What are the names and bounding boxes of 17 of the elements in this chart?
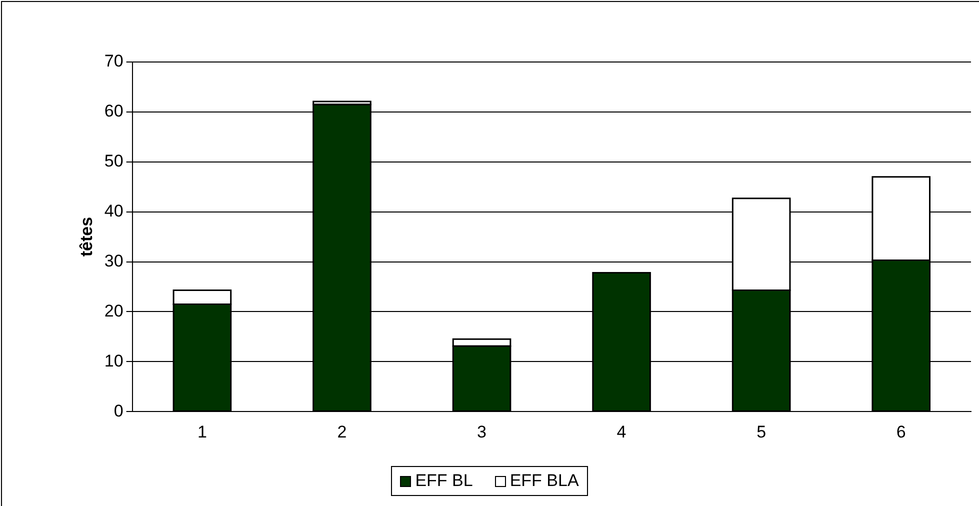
x-tick-label: 1 xyxy=(197,422,207,442)
y-tick-label: 50 xyxy=(104,152,124,171)
x-tick-label: 6 xyxy=(896,422,906,442)
legend-label: EFF BLA xyxy=(510,471,579,491)
y-axis-title: têtes xyxy=(76,216,96,257)
y-tick-label: 60 xyxy=(104,102,124,121)
y-tick-label: 0 xyxy=(114,401,124,420)
y-tick-label: 70 xyxy=(104,52,124,71)
x-tick-label: 5 xyxy=(756,422,766,442)
x-tick-label: 2 xyxy=(337,422,347,442)
y-tick-label: 20 xyxy=(104,301,124,320)
legend-label: EFF BL xyxy=(415,471,473,491)
y-tick-label: 40 xyxy=(104,202,124,221)
y-tick-label: 30 xyxy=(104,251,124,270)
y-tick-label: 10 xyxy=(104,351,124,370)
x-tick-label: 4 xyxy=(616,422,626,442)
x-tick-label: 3 xyxy=(477,422,486,442)
